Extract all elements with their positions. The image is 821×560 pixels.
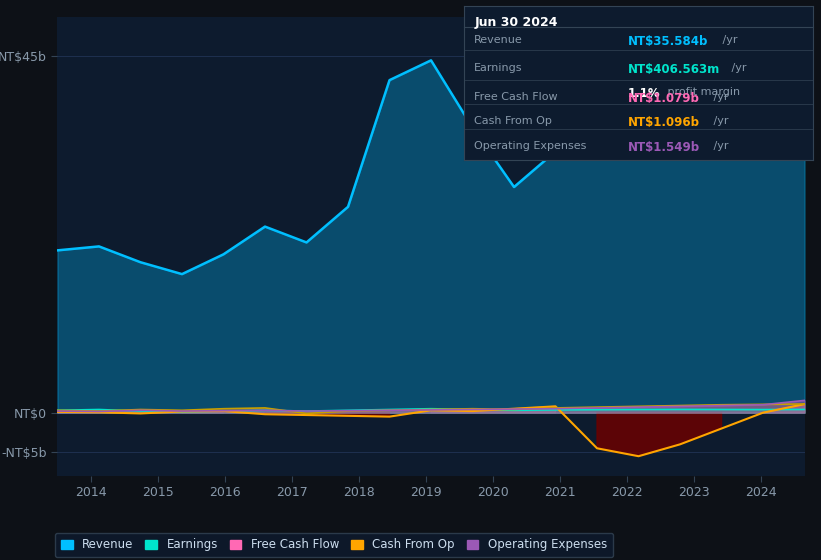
Legend: Revenue, Earnings, Free Cash Flow, Cash From Op, Operating Expenses: Revenue, Earnings, Free Cash Flow, Cash …	[55, 533, 613, 557]
Text: Jun 30 2024: Jun 30 2024	[475, 16, 557, 29]
Text: NT$1.549b: NT$1.549b	[628, 141, 700, 154]
Text: /yr: /yr	[709, 92, 728, 102]
Text: Cash From Op: Cash From Op	[475, 116, 553, 127]
Text: /yr: /yr	[709, 141, 728, 151]
Text: /yr: /yr	[727, 63, 746, 73]
Text: NT$1.079b: NT$1.079b	[628, 92, 699, 105]
Text: Operating Expenses: Operating Expenses	[475, 141, 587, 151]
Text: /yr: /yr	[718, 35, 737, 45]
Text: Earnings: Earnings	[475, 63, 523, 73]
Text: Revenue: Revenue	[475, 35, 523, 45]
Text: profit margin: profit margin	[664, 87, 741, 97]
Text: NT$1.096b: NT$1.096b	[628, 116, 699, 129]
Text: 1.1%: 1.1%	[628, 87, 660, 100]
Text: Free Cash Flow: Free Cash Flow	[475, 92, 558, 102]
Text: NT$406.563m: NT$406.563m	[628, 63, 720, 76]
Text: /yr: /yr	[709, 116, 728, 127]
Text: NT$35.584b: NT$35.584b	[628, 35, 709, 48]
